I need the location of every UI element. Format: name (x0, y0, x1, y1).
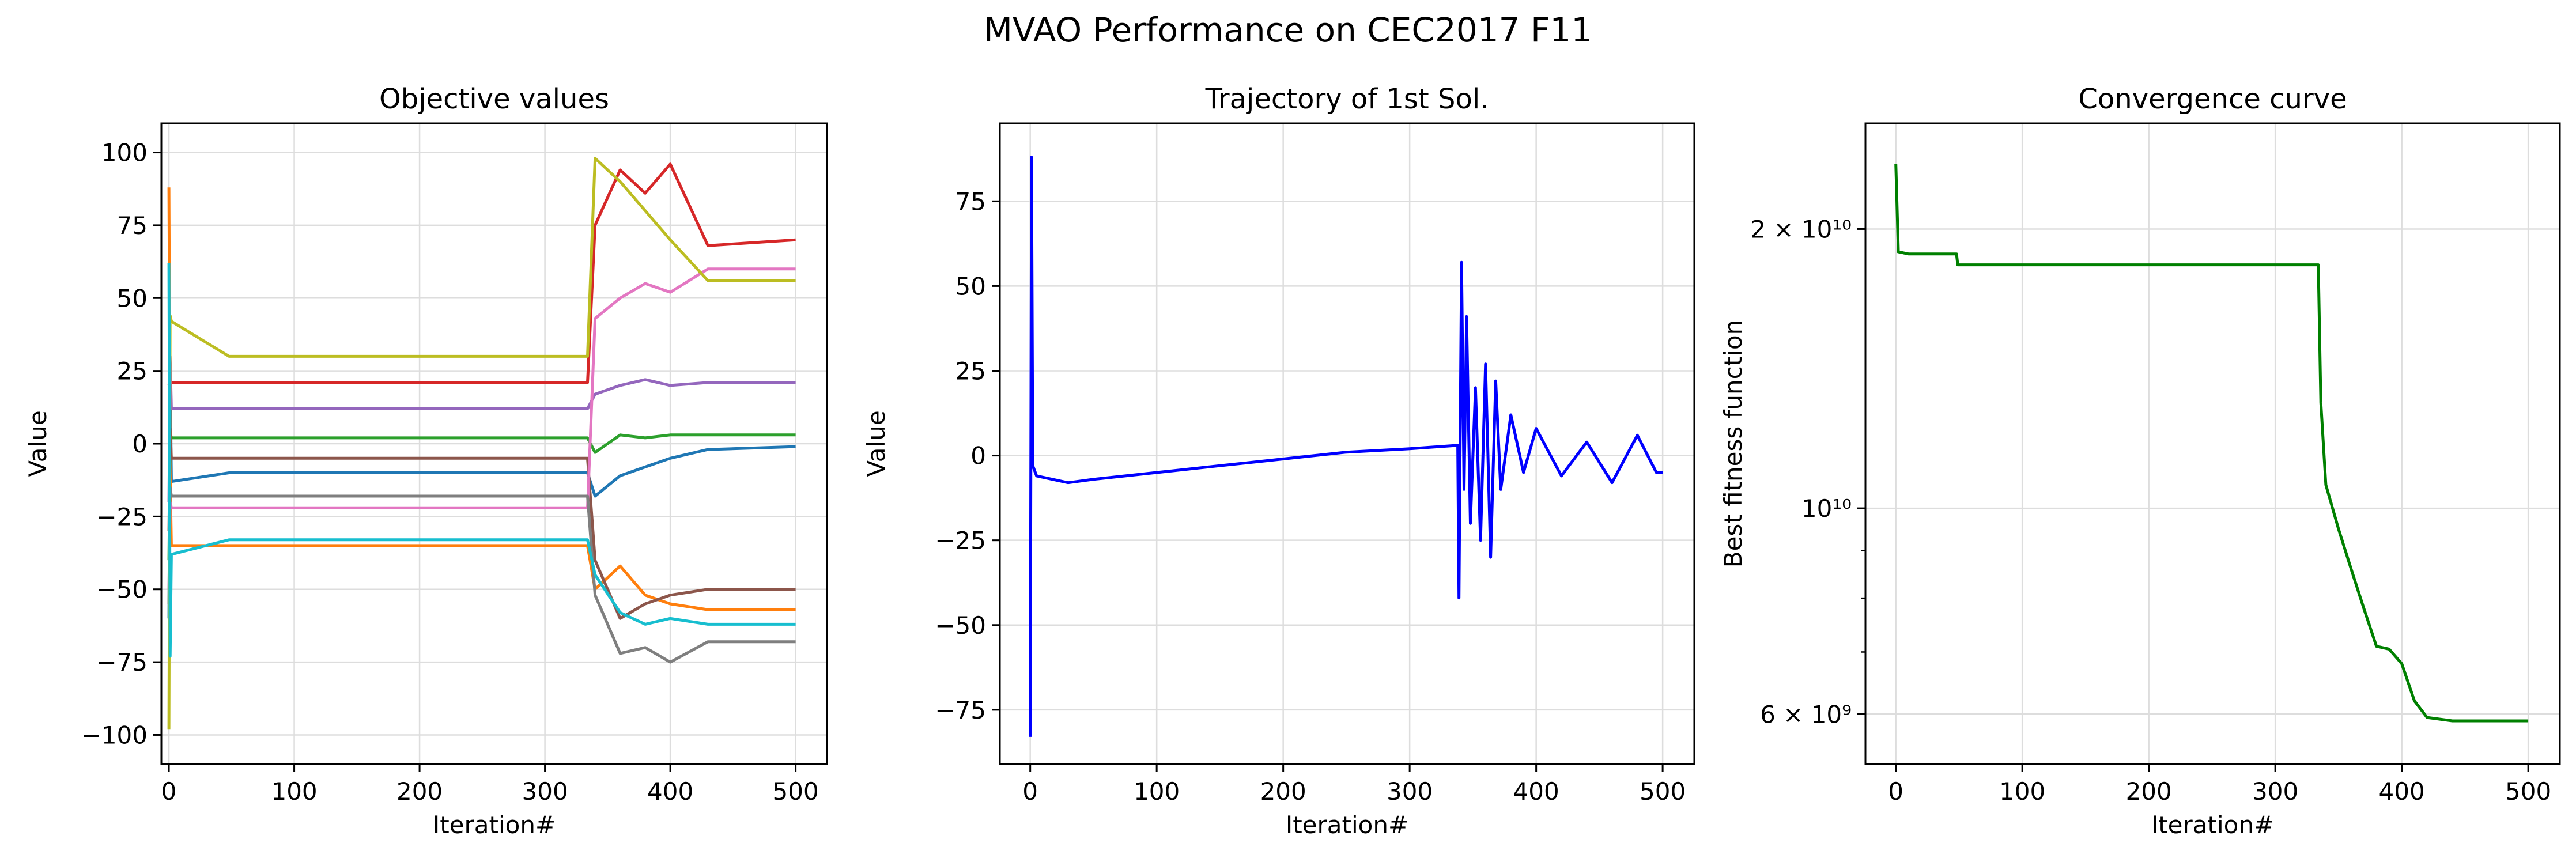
y-tick-label: −25 (96, 502, 148, 531)
x-tick-label: 200 (396, 777, 443, 806)
series-line-6 (167, 428, 796, 620)
x-tick-label: 100 (1999, 777, 2045, 806)
series-line-10 (167, 263, 796, 658)
y-tick-label: 75 (955, 187, 986, 216)
y-tick-label: 6 × 10⁹ (1760, 700, 1852, 728)
y-tick-label: −75 (935, 696, 986, 724)
y-tick-label: 75 (117, 211, 148, 240)
y-tick-label: 25 (955, 357, 986, 385)
x-tick-label: 0 (1022, 777, 1038, 806)
y-tick-label: 0 (970, 442, 986, 470)
x-tick-label: 300 (522, 777, 568, 806)
x-tick-label: 500 (2505, 777, 2551, 806)
subplot-2: 0 100 200 300 400 500 −75 −50 −25 0 25 50 75 Trajecto… (862, 83, 1695, 839)
series-line-8 (167, 486, 796, 664)
y-axis-label: Value (24, 410, 52, 477)
series-group (167, 157, 796, 730)
series-line-1 (1029, 156, 1663, 737)
x-tick-label: 400 (1513, 777, 1559, 806)
axes-frame (999, 122, 1695, 765)
x-tick-label: 300 (1387, 777, 1433, 806)
figure-suptitle: MVAO Performance on CEC2017 F11 (983, 10, 1593, 50)
y-tick-label: −50 (96, 576, 148, 604)
x-axis-label: Iteration# (1286, 811, 1408, 839)
x-tick-label: 300 (2252, 777, 2298, 806)
x-tick-label: 200 (1260, 777, 1306, 806)
series-line-2 (167, 187, 796, 611)
y-tick-label: −25 (935, 527, 986, 555)
series-line-5 (167, 354, 796, 502)
subplot-title: Objective values (379, 83, 609, 115)
y-tick-label: 50 (117, 284, 148, 312)
y-tick-label: −50 (935, 611, 986, 640)
subplot-title: Convergence curve (2078, 83, 2347, 115)
x-tick-label: 0 (161, 777, 177, 806)
x-tick-label: 0 (1888, 777, 1903, 806)
y-tick-label: 50 (955, 272, 986, 300)
series-group (1894, 164, 2529, 723)
x-tick-label: 100 (1134, 777, 1180, 806)
y-tick-label: 2 × 10¹⁰ (1750, 215, 1852, 243)
y-tick-label: −75 (96, 648, 148, 676)
y-axis-label: Value (862, 410, 890, 477)
series-line-1 (1894, 164, 2529, 723)
x-axis-label: Iteration# (2151, 811, 2274, 839)
y-axis-label: Best fitness function (1719, 320, 1747, 568)
x-tick-label: 200 (2126, 777, 2172, 806)
series-group (1029, 156, 1663, 737)
y-tick-label: 25 (117, 357, 148, 385)
x-tick-label: 500 (1640, 777, 1686, 806)
y-tick-label: −100 (81, 721, 148, 749)
x-tick-label: 400 (647, 777, 693, 806)
series-line-1 (167, 364, 796, 619)
x-tick-label: 100 (271, 777, 317, 806)
series-line-9 (167, 157, 796, 730)
x-tick-label: 500 (773, 777, 819, 806)
y-tick-label: 10¹⁰ (1801, 494, 1852, 523)
subplot-1: 0 100 200 300 400 500 −100 −75 −50 −25 0 25 50 75 100 O… (24, 83, 828, 839)
x-axis-label: Iteration# (433, 811, 556, 839)
subplot-title: Trajectory of 1st Sol. (1205, 83, 1489, 115)
y-tick-label: 0 (132, 430, 148, 458)
subplot-3: 0 100 200 300 400 500 6 × 10⁹ 10¹⁰ 2 × 10¹⁰ Conve… (1719, 83, 2561, 839)
x-tick-label: 400 (2379, 777, 2425, 806)
axes-frame (1864, 122, 2561, 765)
y-tick-label: 100 (101, 139, 148, 167)
